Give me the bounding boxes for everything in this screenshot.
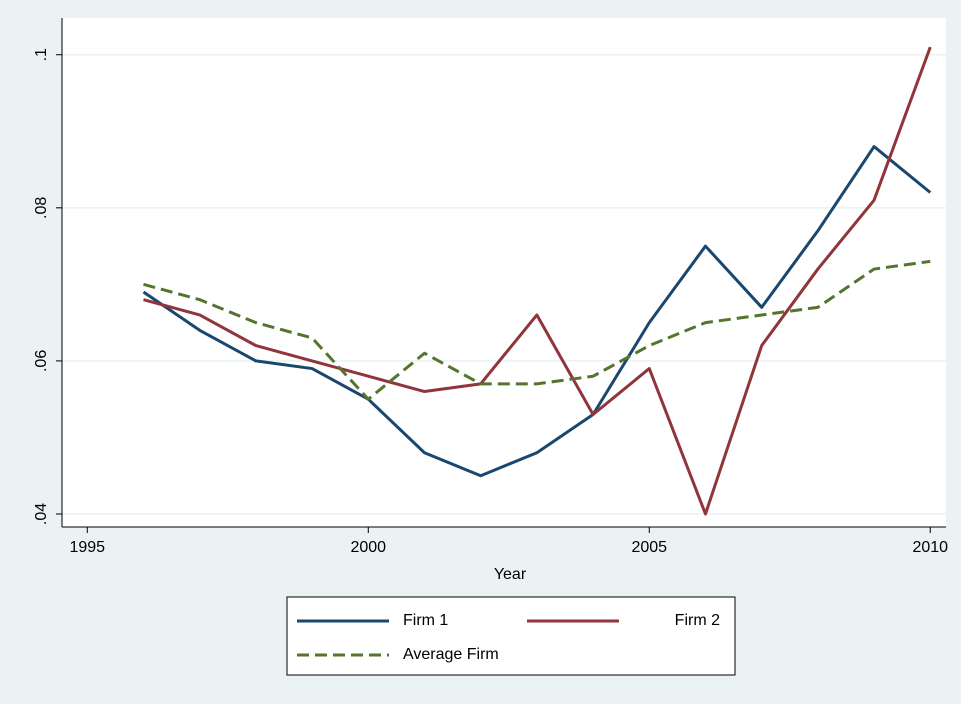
x-tick-label: 1995 [69, 539, 105, 556]
x-axis-title: Year [494, 566, 527, 583]
x-tick-label: 2000 [350, 539, 386, 556]
y-tick-label: .1 [33, 48, 50, 61]
legend [286, 596, 736, 676]
plot-area [62, 18, 946, 527]
y-tick-label: .08 [33, 197, 50, 219]
legend-label: Firm 2 [675, 612, 720, 629]
legend-label: Average Firm [403, 646, 499, 663]
legend-label: Firm 1 [403, 612, 448, 629]
x-tick-label: 2010 [912, 539, 948, 556]
y-tick-label: .04 [33, 503, 50, 525]
series-line [143, 259, 931, 401]
x-tick-label: 2005 [631, 539, 667, 556]
y-tick-label: .06 [33, 350, 50, 372]
series-line [143, 46, 932, 516]
series-line [142, 145, 932, 478]
